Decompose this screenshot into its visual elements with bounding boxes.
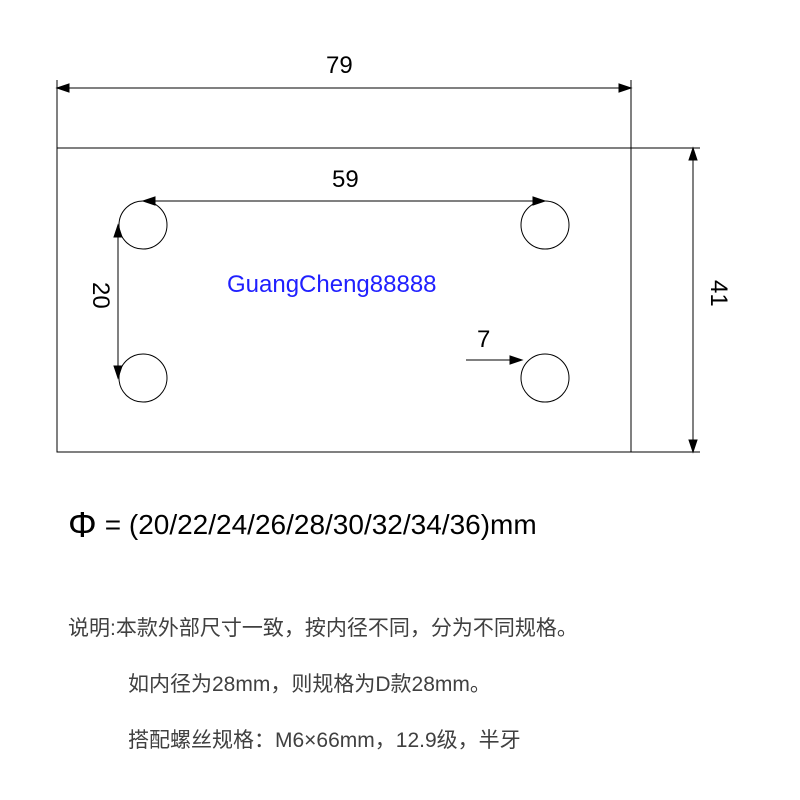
dim-height-20 bbox=[114, 225, 122, 378]
dim-label-79: 79 bbox=[326, 52, 353, 80]
dim-height-41 bbox=[631, 148, 700, 452]
dim-label-20: 20 bbox=[86, 282, 114, 309]
desc-line-3: 搭配螺丝规格：M6×66mm，12.9级，半牙 bbox=[128, 724, 521, 754]
engineering-drawing bbox=[0, 0, 800, 465]
phi-symbol: Φ bbox=[68, 504, 97, 546]
dim-width-79 bbox=[57, 80, 631, 148]
dim-label-41: 41 bbox=[704, 280, 732, 307]
hole-top-left bbox=[119, 201, 167, 249]
dim-hole-7 bbox=[466, 356, 522, 364]
dim-width-59 bbox=[143, 197, 545, 205]
desc-line-1: 说明:本款外部尺寸一致，按内径不同，分为不同规格。 bbox=[68, 612, 578, 642]
watermark-text: GuangCheng88888 bbox=[227, 271, 437, 299]
dim-label-59: 59 bbox=[332, 166, 359, 194]
hole-top-right bbox=[521, 201, 569, 249]
desc-line-2: 如内径为28mm，则规格为D款28mm。 bbox=[128, 668, 491, 698]
dim-label-7: 7 bbox=[477, 326, 490, 354]
diameter-spec: Φ = (20/22/24/26/28/30/32/34/36)mm bbox=[68, 504, 537, 546]
hole-bottom-left bbox=[119, 354, 167, 402]
diameter-values: = (20/22/24/26/28/30/32/34/36)mm bbox=[105, 509, 537, 541]
hole-bottom-right bbox=[521, 354, 569, 402]
